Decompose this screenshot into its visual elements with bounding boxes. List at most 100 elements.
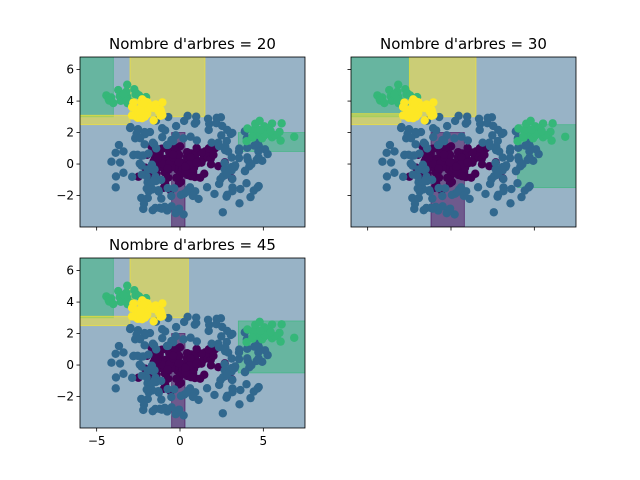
data-point [481,189,490,199]
data-point [158,132,167,142]
subplot-title: Nombre d'arbres = 20 [109,35,276,53]
data-point [398,102,408,112]
data-point [382,172,392,181]
data-point [228,174,237,184]
data-point [457,153,466,162]
data-point [160,327,170,336]
data-point [408,170,417,179]
data-point [186,373,196,382]
data-point [429,132,438,142]
data-point [222,190,232,200]
data-point [445,204,455,213]
data-point [149,376,159,386]
data-point [154,308,163,317]
data-point [439,150,449,159]
data-point [434,173,444,182]
data-point [457,172,467,181]
data-point [276,337,285,346]
data-point [547,136,556,145]
axes-frame [79,56,306,228]
data-point [179,335,188,344]
data-point [390,147,399,156]
data-point [507,184,516,194]
data-point [235,144,244,153]
data-point [499,174,508,184]
data-point [186,354,195,363]
data-point [506,199,515,208]
data-point [413,184,422,193]
data-point [156,175,166,185]
data-point [179,134,188,143]
data-point [240,367,250,377]
data-point [171,121,181,131]
data-point [157,395,166,404]
axes-frame [350,56,577,228]
region-class-2 [80,258,114,319]
data-point [494,147,504,156]
sample-points [102,80,299,219]
y-tick-label: 4 [66,94,74,108]
data-point [290,132,299,141]
data-point [397,122,406,132]
data-point [127,172,137,182]
data-point [424,154,433,163]
data-point [260,145,270,154]
data-point [434,140,444,150]
data-point [242,380,251,389]
data-point [203,315,213,324]
data-point [192,136,202,145]
data-point [174,359,184,368]
data-point [142,184,151,193]
data-point [420,175,430,185]
data-point [114,341,124,351]
data-point [186,172,196,181]
data-point [148,339,158,348]
data-point [526,116,535,126]
data-point [168,150,178,159]
data-point [505,153,515,163]
data-point [153,355,162,364]
data-point [236,385,245,395]
data-point [163,384,172,394]
data-point [441,184,450,193]
data-point [427,175,437,185]
data-point [217,332,226,341]
data-point [216,113,226,122]
data-point [452,162,461,172]
data-point [382,183,391,192]
subplot-title: Nombre d'arbres = 30 [380,35,547,53]
data-point [179,317,189,327]
data-point [182,187,191,196]
data-point [206,160,216,169]
data-point [217,131,226,140]
data-point [419,138,429,147]
data-point [167,202,176,211]
data-point [478,138,487,147]
data-point [107,358,116,367]
data-point [111,183,120,192]
data-point [521,141,530,150]
data-point [474,114,484,123]
data-point [207,138,216,147]
data-point [196,173,205,182]
data-point [463,136,473,145]
data-point [160,126,170,135]
data-point [511,166,521,176]
data-point [513,179,522,188]
data-point [242,179,251,188]
data-point [163,183,172,193]
data-point [459,191,469,201]
data-point [127,111,137,120]
data-point [438,202,447,211]
data-point [242,137,251,146]
data-point [411,140,420,149]
data-point [243,344,252,353]
data-point [207,339,216,348]
data-point [122,96,131,106]
data-point [139,199,149,208]
data-point [243,153,252,162]
data-point [498,162,507,172]
data-point [158,299,167,308]
data-point [172,173,181,183]
data-point [477,160,487,169]
